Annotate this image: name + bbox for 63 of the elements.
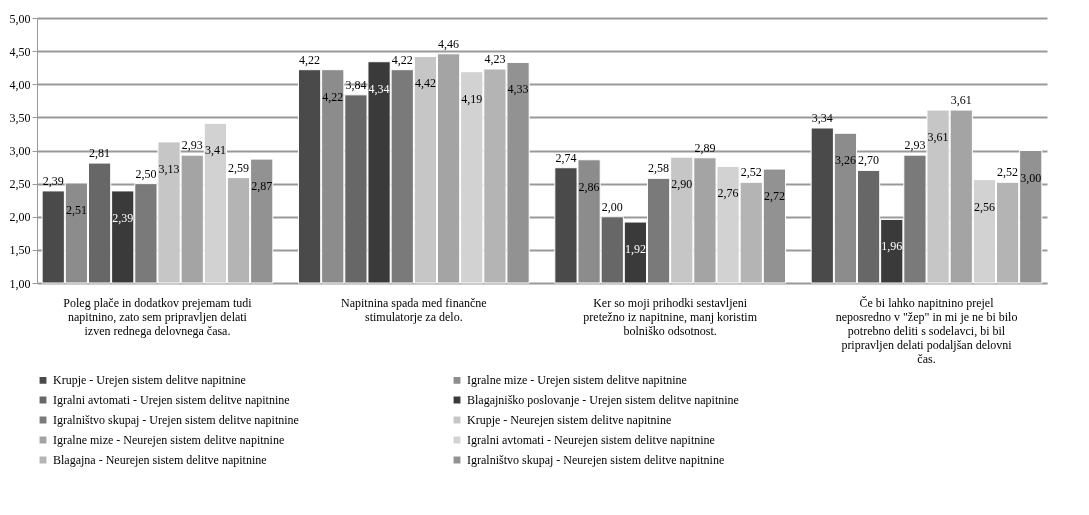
data-label: 2,74 bbox=[555, 150, 577, 165]
y-tick-label: 2,50 bbox=[9, 177, 31, 192]
y-tick-label: 3,00 bbox=[9, 144, 31, 158]
data-label: 4,19 bbox=[461, 91, 483, 106]
data-label: 2,59 bbox=[228, 160, 250, 175]
y-tick-label: 2,00 bbox=[9, 210, 31, 225]
data-label: 2,93 bbox=[904, 138, 926, 153]
legend-label: Blagajna - Neurejen sistem delitve napitnine bbox=[53, 453, 267, 467]
data-label: 2,81 bbox=[89, 146, 111, 161]
data-label: 2,52 bbox=[740, 165, 762, 180]
data-label: 2,86 bbox=[578, 179, 600, 194]
data-label: 2,58 bbox=[648, 161, 670, 176]
legend-label: Igralni avtomati - Urejen sistem delitve napitnine bbox=[53, 393, 290, 407]
data-label: 1,92 bbox=[624, 242, 646, 257]
data-label: 4,22 bbox=[322, 89, 344, 104]
data-label: 3,00 bbox=[1020, 170, 1042, 185]
data-label: 3,61 bbox=[927, 130, 949, 145]
data-label: 2,90 bbox=[671, 177, 693, 192]
data-label: 1,96 bbox=[881, 239, 903, 254]
data-label: 3,13 bbox=[158, 161, 180, 176]
data-label: 4,46 bbox=[438, 36, 460, 51]
legend-label: Igralni avtomati - Neurejen sistem delitve napitnine bbox=[467, 433, 715, 447]
x-tick-label: Poleg plače in dodatkov prejemam tudi napitnino, zato sem pripravljen delati izven rednega delovnega časa. bbox=[63, 295, 253, 338]
data-label: 2,72 bbox=[763, 189, 785, 204]
x-tick-label: Če bi lahko napitnino prejel neposredno v "žep" in mi je ne bi bilo potrebno deliti s sodelavci, bi bil pripravljen delati podaljšan delovni čas. bbox=[835, 295, 1018, 366]
legend-label: Krupje - Neurejen sistem delitve napitnine bbox=[467, 413, 672, 427]
data-label: 3,61 bbox=[950, 93, 972, 108]
legend-label: Igralne mize - Neurejen sistem delitve napitnine bbox=[53, 433, 285, 447]
data-label: 3,84 bbox=[345, 77, 367, 92]
data-label: 2,70 bbox=[858, 153, 880, 168]
data-label: 4,42 bbox=[414, 76, 436, 91]
data-label: 3,26 bbox=[834, 153, 856, 168]
data-label: 2,51 bbox=[65, 202, 87, 217]
y-tick-label: 1,50 bbox=[9, 243, 31, 258]
data-label: 3,41 bbox=[204, 143, 226, 158]
data-label: 4,33 bbox=[507, 82, 529, 97]
legend-label: Igralne mize - Urejen sistem delitve napitnine bbox=[467, 373, 687, 388]
data-label: 2,50 bbox=[135, 166, 157, 181]
y-tick-label: 4,50 bbox=[9, 44, 31, 59]
legend-label: Igralništvo skupaj - Urejen sistem delitve napitnine bbox=[53, 413, 299, 427]
y-tick-label: 5,00 bbox=[9, 11, 31, 26]
data-label: 2,56 bbox=[973, 199, 995, 214]
legend-label: Krupje - Urejen sistem delitve napitnine bbox=[53, 373, 246, 388]
data-label: 2,39 bbox=[112, 210, 134, 225]
data-label: 2,87 bbox=[251, 179, 273, 194]
x-tick-label: Ker so moji prihodki sestavljeni pretežno iz napitnine, manj koristim bolniško odsotnost. bbox=[583, 295, 758, 338]
y-tick-label: 3,50 bbox=[9, 110, 31, 125]
data-label: 4,22 bbox=[299, 52, 321, 67]
data-label: 4,34 bbox=[368, 81, 390, 96]
data-label: 3,34 bbox=[811, 110, 833, 125]
legend-label: Blagajniško poslovanje - Urejen sistem delitve napitnine bbox=[467, 393, 739, 407]
data-label: 2,76 bbox=[717, 186, 739, 201]
data-label: 2,39 bbox=[42, 173, 64, 188]
legend-label: Igralništvo skupaj - Neurejen sistem delitve napitnine bbox=[467, 453, 725, 467]
data-label: 2,93 bbox=[181, 138, 203, 153]
data-label: 2,00 bbox=[601, 199, 623, 214]
data-label: 4,23 bbox=[484, 52, 506, 67]
data-label: 2,52 bbox=[997, 165, 1019, 180]
data-label: 4,22 bbox=[391, 52, 413, 67]
y-tick-label: 1,00 bbox=[9, 276, 31, 291]
y-tick-label: 4,00 bbox=[9, 77, 31, 92]
x-tick-label: Napitnina spada med finančne stimulatorje za delo. bbox=[341, 295, 487, 324]
data-label: 2,89 bbox=[694, 140, 716, 155]
